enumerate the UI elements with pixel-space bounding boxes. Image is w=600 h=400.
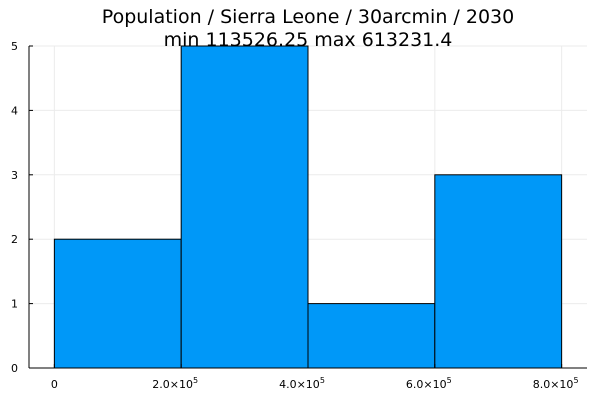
ticks: 0 2.0×105 4.0×105 6.0×105 8.0×105 0 1 2 3 4 5 [11, 40, 579, 391]
chart-subtitle: min 113526.25 max 613231.4 [164, 29, 453, 51]
histogram-bar-0 [53, 238, 182, 369]
y-tick-label-0: 0 [11, 362, 18, 375]
y-tick-label-2: 2 [11, 233, 18, 246]
chart-title: Population / Sierra Leone / 30arcmin / 2… [102, 6, 514, 28]
histogram-bar-3 [434, 174, 563, 369]
x-tick-label-4: 8.0×105 [533, 376, 579, 391]
histogram-bar-2 [307, 303, 436, 369]
x-tick-label-0: 0 [51, 378, 58, 391]
bars [53, 45, 563, 369]
y-tick-label-4: 4 [11, 104, 18, 117]
y-tick-label-5: 5 [11, 40, 18, 53]
x-tick-label-3: 6.0×105 [406, 376, 452, 391]
x-tick-label-1: 2.0×105 [152, 376, 198, 391]
histogram-bar-1 [180, 45, 309, 369]
x-tick-label-2: 4.0×105 [279, 376, 325, 391]
y-tick-label-1: 1 [11, 298, 18, 311]
y-tick-label-3: 3 [11, 169, 18, 182]
